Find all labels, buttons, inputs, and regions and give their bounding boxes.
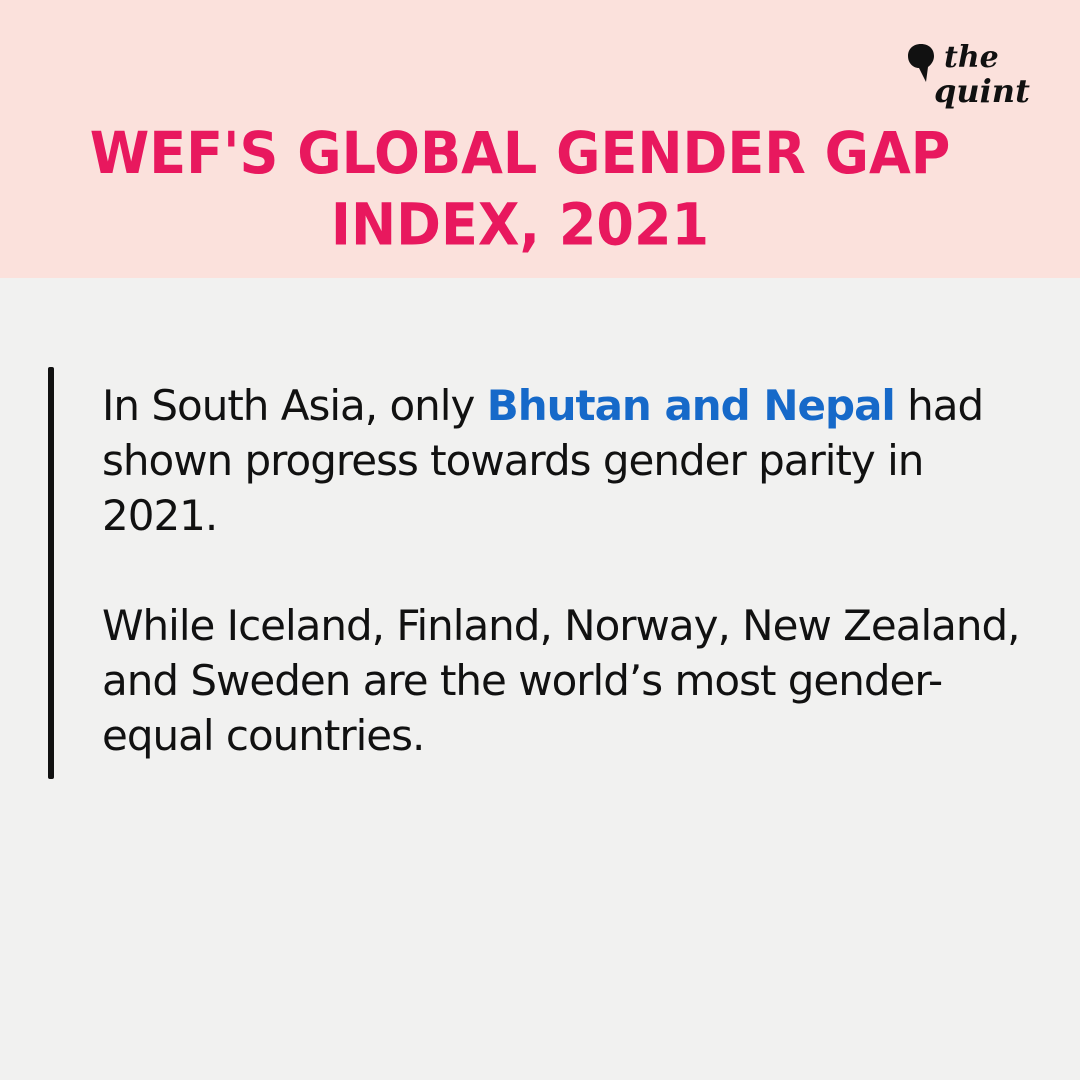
paragraph-1-suffix: had shown progress towards gender parity… [102,381,984,540]
logo-text-the: the [944,40,999,75]
paragraph-south-asia: In South Asia, only Bhutan and Nepal had… [102,378,1042,543]
logo-text-quint: quint [934,72,1030,110]
page-title: WEF'S GLOBAL GENDER GAP INDEX, 2021 [89,119,951,259]
paragraph-1-prefix: In South Asia, only [102,381,487,430]
highlighted-countries: Bhutan and Nepal [486,381,896,430]
quote-bubble-icon [908,44,934,82]
vertical-accent-rule [48,367,54,779]
the-quint-logo: the quint [906,38,1046,120]
header-banner: WEF'S GLOBAL GENDER GAP INDEX, 2021 [0,0,1080,278]
paragraph-gender-equal-countries: While Iceland, Finland, Norway, New Zeal… [102,601,1021,760]
body-text: In South Asia, only Bhutan and Nepal had… [102,378,1042,763]
